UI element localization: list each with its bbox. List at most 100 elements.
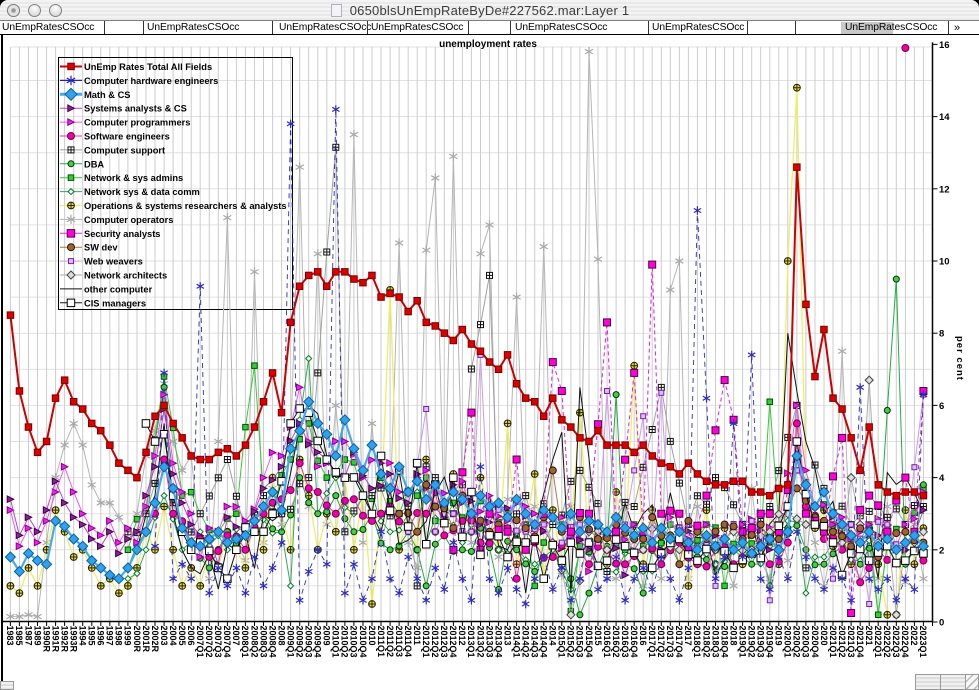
svg-text:Computer hardware engineers: Computer hardware engineers xyxy=(84,76,218,86)
svg-text:Operations & systems researche: Operations & systems researchers & analy… xyxy=(84,201,287,211)
svg-text:2017Q1: 2017Q1 xyxy=(647,626,657,658)
svg-text:Computer operators: Computer operators xyxy=(84,215,173,225)
svg-text:2012Q3: 2012Q3 xyxy=(439,626,449,658)
svg-text:2014Q4: 2014Q4 xyxy=(539,626,549,658)
svg-text:10: 10 xyxy=(939,257,950,268)
svg-text:2007: 2007 xyxy=(231,626,241,646)
svg-text:4: 4 xyxy=(939,473,945,484)
svg-text:2006: 2006 xyxy=(186,626,196,646)
svg-text:0: 0 xyxy=(939,618,944,629)
svg-text:2015: 2015 xyxy=(593,626,603,646)
svg-text:2011Q2: 2011Q2 xyxy=(385,626,395,658)
svg-text:2022Q1: 2022Q1 xyxy=(873,626,883,658)
svg-text:2010Q1: 2010Q1 xyxy=(331,626,341,658)
svg-text:2016Q1: 2016Q1 xyxy=(602,626,612,658)
svg-text:1995: 1995 xyxy=(87,626,97,646)
svg-text:2022Q2: 2022Q2 xyxy=(882,626,892,658)
svg-text:2004: 2004 xyxy=(168,626,178,646)
svg-text:2017Q3: 2017Q3 xyxy=(665,626,675,658)
svg-text:1983: 1983 xyxy=(5,626,15,646)
svg-text:2021Q4: 2021Q4 xyxy=(855,626,865,658)
svg-text:2007Q4: 2007Q4 xyxy=(222,626,232,658)
svg-text:other computer: other computer xyxy=(84,284,153,294)
svg-text:2022Q4: 2022Q4 xyxy=(900,626,910,658)
svg-text:2016Q2: 2016Q2 xyxy=(611,626,621,658)
svg-text:2012Q4: 2012Q4 xyxy=(448,626,458,658)
svg-text:1996: 1996 xyxy=(96,626,106,646)
svg-text:2011Q1: 2011Q1 xyxy=(376,626,386,658)
svg-text:2015Q1: 2015Q1 xyxy=(557,626,567,658)
svg-text:2003: 2003 xyxy=(159,626,169,646)
svg-text:1994: 1994 xyxy=(78,626,88,646)
svg-text:2014Q3: 2014Q3 xyxy=(530,626,540,658)
svg-text:2017Q4: 2017Q4 xyxy=(674,626,684,658)
svg-text:Computer programmers: Computer programmers xyxy=(84,118,190,128)
svg-text:2013Q1: 2013Q1 xyxy=(466,626,476,658)
svg-text:2013Q3: 2013Q3 xyxy=(484,626,494,658)
svg-text:2008: 2008 xyxy=(276,626,286,646)
svg-text:2017: 2017 xyxy=(683,626,693,646)
svg-text:2020Q2: 2020Q2 xyxy=(792,626,802,658)
svg-text:2009Q4: 2009Q4 xyxy=(313,626,323,658)
svg-text:2002R: 2002R xyxy=(150,626,160,653)
svg-text:2013Q4: 2013Q4 xyxy=(493,626,503,658)
svg-text:2020Q4: 2020Q4 xyxy=(810,626,820,658)
svg-text:2020Q3: 2020Q3 xyxy=(801,626,811,658)
svg-text:2013: 2013 xyxy=(502,626,512,646)
svg-text:2011Q4: 2011Q4 xyxy=(403,626,413,658)
svg-text:Math & CS: Math & CS xyxy=(84,90,131,100)
svg-text:2010: 2010 xyxy=(367,626,377,646)
svg-text:2022Q3: 2022Q3 xyxy=(891,626,901,658)
svg-text:2010Q2: 2010Q2 xyxy=(340,626,350,658)
svg-text:1990R: 1990R xyxy=(41,626,51,653)
svg-text:2019Q4: 2019Q4 xyxy=(765,626,775,658)
svg-text:DBA: DBA xyxy=(84,159,104,169)
svg-text:2017Q2: 2017Q2 xyxy=(656,626,666,658)
svg-text:2012Q1: 2012Q1 xyxy=(421,626,431,658)
svg-text:2009Q1: 2009Q1 xyxy=(285,626,295,658)
svg-text:1991R: 1991R xyxy=(50,626,60,653)
svg-text:14: 14 xyxy=(939,112,950,123)
svg-text:2012Q2: 2012Q2 xyxy=(430,626,440,658)
svg-text:2001R: 2001R xyxy=(141,626,151,653)
svg-text:2009Q3: 2009Q3 xyxy=(304,626,314,658)
svg-text:per cent: per cent xyxy=(954,336,965,381)
svg-text:2015Q2: 2015Q2 xyxy=(566,626,576,658)
svg-text:1992R: 1992R xyxy=(59,626,69,653)
svg-text:2010Q3: 2010Q3 xyxy=(349,626,359,658)
svg-text:2019Q3: 2019Q3 xyxy=(756,626,766,658)
svg-text:2005: 2005 xyxy=(177,626,187,646)
svg-text:1989: 1989 xyxy=(32,626,42,646)
svg-text:2021Q2: 2021Q2 xyxy=(837,626,847,658)
svg-text:2014Q1: 2014Q1 xyxy=(511,626,521,658)
svg-text:2015Q4: 2015Q4 xyxy=(584,626,594,658)
svg-text:2010Q4: 2010Q4 xyxy=(358,626,368,658)
svg-text:2016Q4: 2016Q4 xyxy=(629,626,639,658)
svg-text:12: 12 xyxy=(939,184,950,195)
svg-text:1993R: 1993R xyxy=(69,626,79,653)
svg-text:1997: 1997 xyxy=(105,626,115,646)
svg-text:Security analysts: Security analysts xyxy=(84,229,160,239)
svg-text:2016: 2016 xyxy=(638,626,648,646)
svg-text:2009Q2: 2009Q2 xyxy=(295,626,305,658)
svg-text:2013Q2: 2013Q2 xyxy=(475,626,485,658)
svg-text:Network & sys admins: Network & sys admins xyxy=(84,173,183,183)
svg-text:2018Q4: 2018Q4 xyxy=(719,626,729,658)
svg-text:2012: 2012 xyxy=(457,626,467,646)
svg-text:1987: 1987 xyxy=(23,626,33,646)
svg-text:2009: 2009 xyxy=(322,626,332,646)
svg-text:2000R: 2000R xyxy=(132,626,142,653)
svg-text:CIS managers: CIS managers xyxy=(84,298,146,308)
svg-text:2019Q1: 2019Q1 xyxy=(737,626,747,658)
svg-text:2008Q3: 2008Q3 xyxy=(258,626,268,658)
svg-text:2011Q3: 2011Q3 xyxy=(394,626,404,658)
svg-text:Software engineers: Software engineers xyxy=(84,132,170,142)
svg-text:1998: 1998 xyxy=(114,626,124,646)
svg-text:2021: 2021 xyxy=(864,626,874,646)
svg-text:1999: 1999 xyxy=(123,626,133,646)
svg-text:2020Q1: 2020Q1 xyxy=(783,626,793,658)
svg-text:UnEmp Rates Total All Fields: UnEmp Rates Total All Fields xyxy=(84,62,212,72)
svg-text:2008Q2: 2008Q2 xyxy=(249,626,259,658)
svg-text:Systems analysts & CS: Systems analysts & CS xyxy=(84,104,187,114)
svg-text:2019: 2019 xyxy=(774,626,784,646)
